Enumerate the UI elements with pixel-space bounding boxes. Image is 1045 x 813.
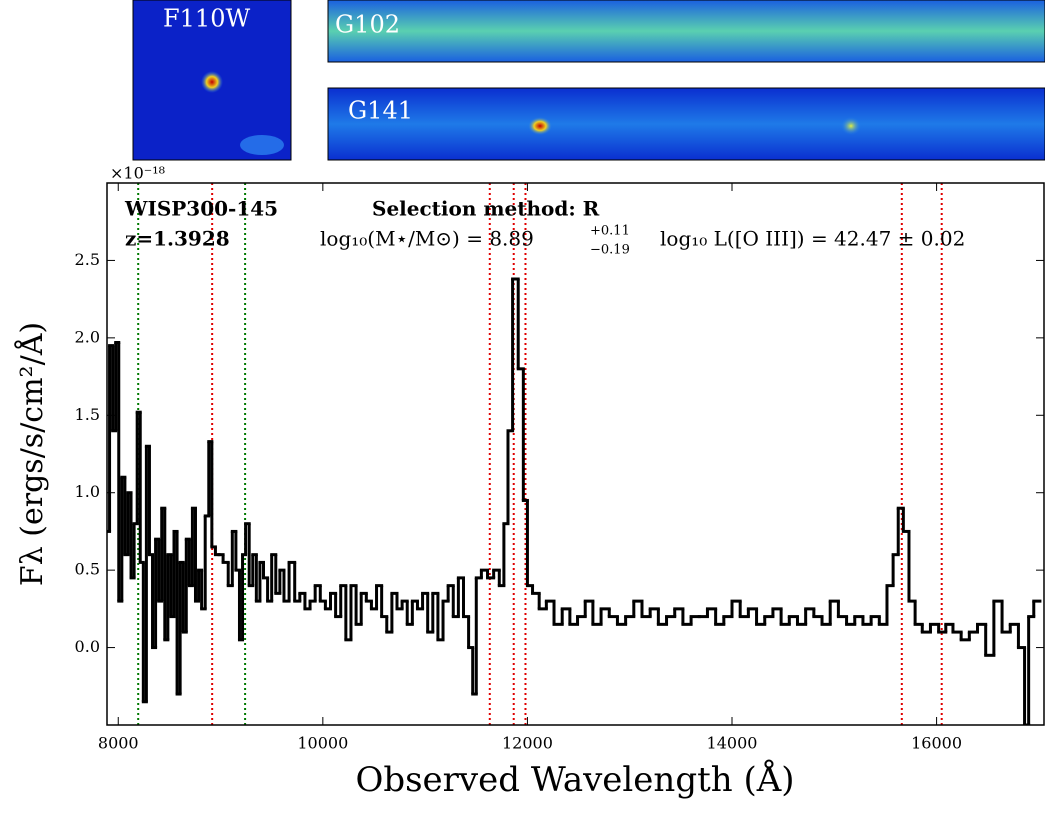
- luminosity-label: log₁₀ L([O III]) = 42.47 ± 0.02: [660, 227, 965, 251]
- image-label: G141: [348, 97, 413, 125]
- emission-blob: [528, 117, 552, 135]
- x-axis-label: Observed Wavelength (Å): [355, 759, 794, 800]
- image-label: F110W: [163, 5, 250, 33]
- source-blob: [240, 135, 284, 155]
- y-axis-label: Fλ (ergs/s/cm²/Å): [14, 322, 50, 586]
- x-tick-label: 12000: [502, 734, 553, 753]
- step-connectors: [108, 279, 1036, 725]
- y-tick-label: 2.0: [75, 327, 100, 346]
- y-tick-label: 2.5: [75, 250, 100, 269]
- x-tick-label: 14000: [707, 734, 758, 753]
- g102-image: [327, 0, 1045, 63]
- image-label: G102: [335, 11, 400, 39]
- y-multiplier: ×10⁻¹⁸: [110, 164, 165, 183]
- plot-content: [107, 183, 1042, 725]
- mass-error-down: −0.19: [590, 243, 630, 258]
- y-tick-label: 0.0: [75, 637, 100, 656]
- y-tick-label: 1.0: [75, 482, 100, 501]
- ticks: 8000 10000 12000 14000 16000 0.0 0.5 1.0 1.5 2.0 2…: [75, 183, 1044, 753]
- object-id: WISP300-145: [124, 197, 278, 221]
- redshift: z=1.3928: [125, 227, 230, 251]
- g141-image: [327, 87, 1045, 161]
- source-blob: [201, 71, 223, 93]
- emission-blob: [841, 117, 861, 135]
- y-tick-label: 1.5: [75, 405, 100, 424]
- thumbnails: F110W G102 G141: [132, 0, 1045, 161]
- mass-error-up: +0.11: [590, 224, 630, 239]
- plot-frame: [106, 182, 1045, 726]
- y-tick-label: 0.5: [75, 560, 100, 579]
- x-tick-label: 10000: [297, 734, 348, 753]
- x-tick-label: 8000: [98, 734, 139, 753]
- x-tick-label: 16000: [911, 734, 962, 753]
- mass-label: log₁₀(M⋆/M⊙) = 8.89: [320, 227, 534, 251]
- selection-method: Selection method: R: [372, 197, 600, 221]
- plot-area: [107, 183, 1044, 725]
